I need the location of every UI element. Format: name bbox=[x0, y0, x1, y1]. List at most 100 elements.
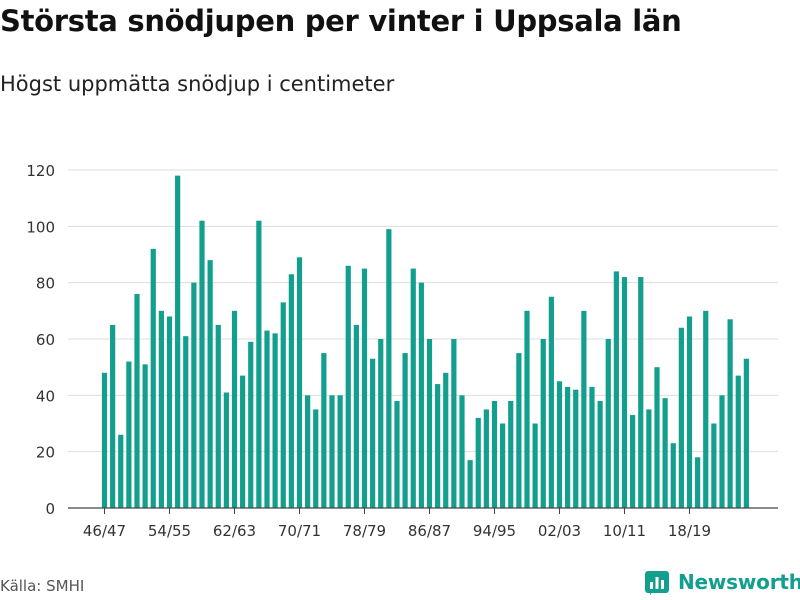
bar-06/07[interactable] bbox=[589, 386, 595, 508]
bar-83/84[interactable] bbox=[402, 353, 408, 508]
bar-19/20[interactable] bbox=[695, 457, 701, 508]
newsworthy-icon bbox=[645, 571, 669, 595]
bar-16/17[interactable] bbox=[670, 443, 676, 508]
bar-97/98[interactable] bbox=[516, 353, 522, 508]
bar-73/74[interactable] bbox=[321, 353, 327, 508]
chart-title: Största snödjupen per vinter i Uppsala l… bbox=[0, 4, 682, 38]
bar-08/09[interactable] bbox=[605, 339, 611, 508]
x-tick-label: 54/55 bbox=[148, 522, 191, 540]
bar-95/96[interactable] bbox=[500, 423, 506, 509]
bar-01/02[interactable] bbox=[548, 296, 554, 508]
y-axis-ticks: 0 20 40 60 80 100 120 bbox=[26, 162, 55, 518]
bar-99/00[interactable] bbox=[532, 423, 538, 509]
bar-89/90[interactable] bbox=[451, 339, 457, 508]
bar-64/65[interactable] bbox=[248, 341, 254, 508]
x-tick-label: 18/19 bbox=[668, 522, 711, 540]
bar-46/47[interactable] bbox=[101, 372, 108, 508]
bar-59/60[interactable] bbox=[207, 260, 213, 508]
bar-63/64[interactable] bbox=[240, 375, 246, 508]
bar-47/48[interactable] bbox=[110, 324, 116, 508]
bar-22/23[interactable] bbox=[719, 395, 725, 508]
bar-93/94[interactable] bbox=[483, 409, 489, 508]
y-tick-label: 20 bbox=[36, 444, 55, 462]
bar-57/58[interactable] bbox=[191, 282, 197, 508]
bar-62/63[interactable] bbox=[231, 310, 238, 508]
bar-50/51[interactable] bbox=[134, 293, 140, 508]
bar-87/88[interactable] bbox=[435, 384, 441, 508]
chart-subtitle: Högst uppmätta snödjup i centimeter bbox=[0, 72, 395, 96]
x-tick-label: 86/87 bbox=[408, 522, 451, 540]
y-tick-label: 100 bbox=[26, 218, 55, 236]
bar-24/25[interactable] bbox=[735, 375, 741, 508]
bar-65/66[interactable] bbox=[256, 220, 262, 508]
bar-90/91[interactable] bbox=[459, 395, 465, 508]
bar-75/76[interactable] bbox=[337, 395, 343, 508]
bar-53/54[interactable] bbox=[158, 310, 164, 508]
bar-69/70[interactable] bbox=[288, 274, 294, 508]
bar-55/56[interactable] bbox=[175, 175, 181, 508]
bar-84/85[interactable] bbox=[410, 268, 416, 508]
bar-80/81[interactable] bbox=[378, 339, 384, 508]
bar-77/78[interactable] bbox=[353, 324, 359, 508]
bar-82/83[interactable] bbox=[394, 400, 400, 508]
bar-18/19[interactable] bbox=[686, 316, 693, 508]
bar-85/86[interactable] bbox=[418, 282, 424, 508]
bar-72/73[interactable] bbox=[313, 409, 319, 508]
bar-13/14[interactable] bbox=[646, 409, 652, 508]
bar-79/80[interactable] bbox=[370, 358, 376, 508]
x-tick-label: 02/03 bbox=[538, 522, 581, 540]
bar-86/87[interactable] bbox=[426, 339, 433, 508]
bar-12/13[interactable] bbox=[638, 277, 644, 508]
y-tick-label: 60 bbox=[36, 331, 55, 349]
bar-56/57[interactable] bbox=[183, 336, 189, 508]
bar-96/97[interactable] bbox=[508, 400, 514, 508]
bar-09/10[interactable] bbox=[613, 271, 619, 508]
bar-60/61[interactable] bbox=[215, 324, 221, 508]
bar-48/49[interactable] bbox=[118, 434, 124, 508]
bar-94/95[interactable] bbox=[491, 400, 498, 508]
y-tick-label: 40 bbox=[36, 387, 55, 405]
bar-04/05[interactable] bbox=[573, 389, 579, 508]
bar-10/11[interactable] bbox=[621, 277, 628, 508]
bar-00/01[interactable] bbox=[540, 339, 546, 508]
bar-49/50[interactable] bbox=[126, 361, 132, 508]
brand-name: Newsworthy bbox=[678, 570, 800, 594]
x-axis: 46/47 54/55 62/63 70/71 78/79 86/87 94/95 02/03… bbox=[68, 507, 778, 540]
bar-81/82[interactable] bbox=[386, 229, 392, 508]
bar-21/22[interactable] bbox=[711, 423, 717, 509]
bars bbox=[101, 175, 749, 509]
bar-51/52[interactable] bbox=[142, 364, 148, 508]
bar-88/89[interactable] bbox=[443, 372, 449, 508]
bar-67/68[interactable] bbox=[272, 333, 278, 508]
bar-68/69[interactable] bbox=[280, 302, 286, 508]
bar-03/04[interactable] bbox=[565, 386, 571, 508]
bar-91/92[interactable] bbox=[467, 460, 473, 508]
bar-14/15[interactable] bbox=[654, 367, 660, 508]
bar-71/72[interactable] bbox=[305, 395, 311, 508]
bar-02/03[interactable] bbox=[556, 381, 563, 508]
bar-66/67[interactable] bbox=[264, 330, 270, 508]
bar-70/71[interactable] bbox=[296, 257, 303, 508]
y-tick-label: 80 bbox=[36, 275, 55, 293]
bar-05/06[interactable] bbox=[581, 310, 587, 508]
bar-58/59[interactable] bbox=[199, 220, 205, 508]
bar-23/24[interactable] bbox=[727, 319, 733, 508]
y-tick-label: 120 bbox=[26, 162, 55, 180]
bar-74/75[interactable] bbox=[329, 395, 335, 508]
bar-07/08[interactable] bbox=[597, 400, 603, 508]
bar-11/12[interactable] bbox=[630, 415, 636, 508]
bar-20/21[interactable] bbox=[703, 310, 709, 508]
bar-92/93[interactable] bbox=[475, 417, 481, 508]
bar-15/16[interactable] bbox=[662, 398, 668, 508]
bar-52/53[interactable] bbox=[150, 248, 156, 508]
bar-17/18[interactable] bbox=[678, 327, 684, 508]
bar-61/62[interactable] bbox=[223, 392, 229, 508]
bar-54/55[interactable] bbox=[166, 316, 173, 508]
bar-98/99[interactable] bbox=[524, 310, 530, 508]
y-tick-label: 0 bbox=[45, 500, 55, 518]
bar-78/79[interactable] bbox=[361, 268, 368, 508]
bar-76/77[interactable] bbox=[345, 265, 351, 508]
bar-undefined[interactable] bbox=[743, 358, 749, 508]
newsworthy-logo[interactable]: Newsworthy bbox=[644, 568, 800, 596]
